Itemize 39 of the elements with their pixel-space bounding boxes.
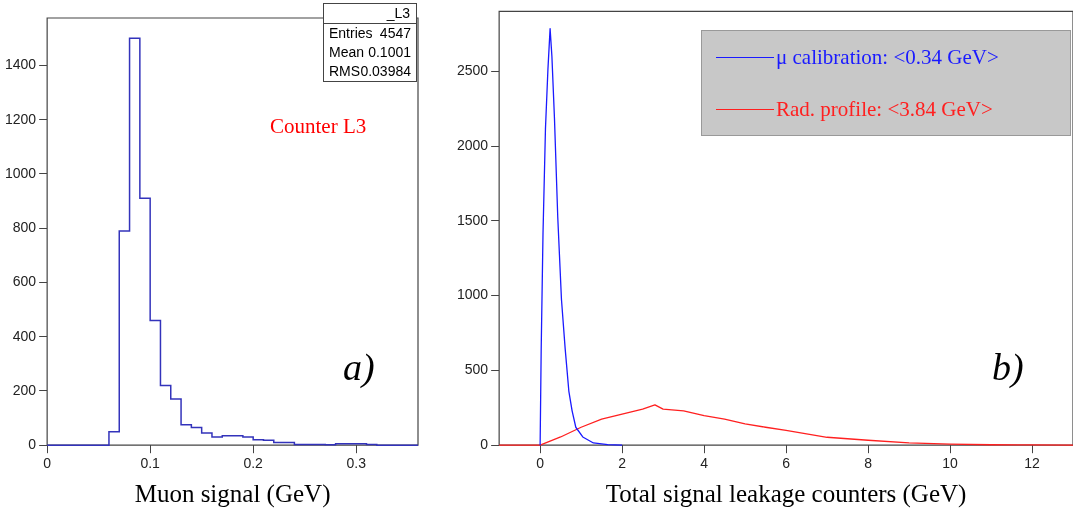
- annotation: RMS: [329, 62, 361, 81]
- x-tick-label: 0.1: [140, 455, 161, 472]
- y-tick-label: 1400: [4, 56, 37, 73]
- y-tick-label: 1200: [4, 110, 37, 127]
- y-tick-label: 2000: [456, 136, 489, 153]
- x-axis-title: Muon signal (GeV): [134, 479, 331, 508]
- annotation: Mean: [329, 43, 365, 62]
- y-tick-label: 600: [12, 273, 37, 290]
- y-tick-label: 0: [28, 436, 37, 453]
- x-tick-label: 0: [43, 455, 52, 472]
- x-tick-label: 4: [700, 455, 709, 472]
- y-tick-label: 800: [12, 219, 37, 236]
- annotation: _L3: [324, 4, 416, 24]
- y-tick-label: 200: [12, 381, 37, 398]
- annotation: Counter L3: [270, 114, 367, 139]
- annotation: 0.03984: [360, 62, 411, 81]
- x-tick-label: 8: [864, 455, 873, 472]
- y-tick-label: 500: [464, 361, 489, 378]
- annotation: 0.1001: [368, 43, 411, 62]
- y-tick-label: 400: [12, 327, 37, 344]
- x-tick-label: 6: [782, 455, 791, 472]
- y-tick-label: 2500: [456, 62, 489, 79]
- x-tick-label: 0: [536, 455, 545, 472]
- y-tick-label: 0: [480, 436, 489, 453]
- annotation: 4547: [379, 24, 411, 43]
- x-axis-title: Total signal leakage counters (GeV): [605, 479, 967, 508]
- x-tick-label: 12: [1024, 455, 1041, 472]
- x-tick-label: 0.3: [346, 455, 367, 472]
- y-tick-label: 1000: [4, 164, 37, 181]
- annotation: a): [343, 345, 375, 389]
- x-tick-label: 2: [618, 455, 627, 472]
- annotation: b): [992, 345, 1024, 389]
- x-tick-label: 0.2: [243, 455, 264, 472]
- legend-label: Rad. profile: <3.84 GeV>: [776, 96, 993, 122]
- x-tick-label: 10: [942, 455, 959, 472]
- annotation: Entries: [329, 24, 373, 43]
- legend-label: μ calibration: <0.34 GeV>: [776, 44, 999, 70]
- y-tick-label: 1500: [456, 211, 489, 228]
- y-tick-label: 1000: [456, 286, 489, 303]
